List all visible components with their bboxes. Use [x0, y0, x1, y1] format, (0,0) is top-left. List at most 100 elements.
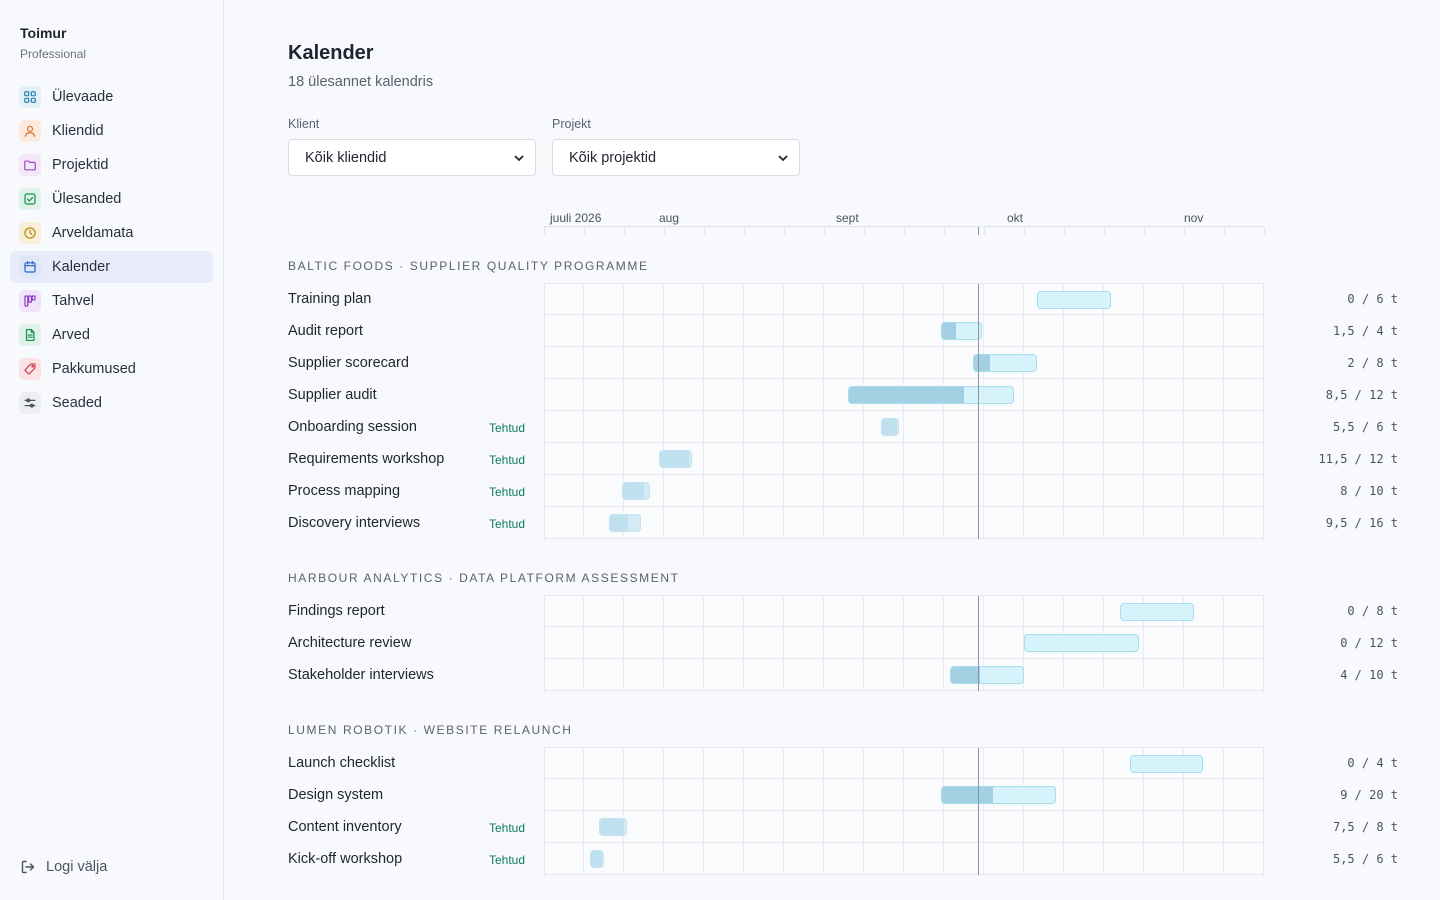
client-select-value: Kõik kliendid [305, 149, 387, 166]
task-hours: 0 / 8 t [1347, 604, 1398, 618]
task-hours: 7,5 / 8 t [1332, 820, 1398, 834]
task-bar[interactable] [880, 418, 900, 436]
task-name[interactable]: Design system [288, 787, 384, 803]
sidebar-item-pakkumused[interactable]: Pakkumused [10, 353, 213, 385]
timeline-tick [664, 227, 665, 235]
task-bar[interactable] [972, 354, 1038, 372]
sidebar-item-arveldamata[interactable]: Arveldamata [10, 217, 213, 249]
month-label: juuli 2026 [550, 211, 602, 225]
sidebar-item-kalender[interactable]: Kalender [10, 251, 213, 283]
today-line [978, 411, 979, 443]
task-row: Design system 9 / 20 t [288, 779, 1398, 811]
calendar-icon [19, 256, 41, 278]
task-progress-fill [600, 819, 625, 835]
sidebar: Toimur Professional Ülevaade Kliendid Proj… [0, 0, 224, 900]
done-badge: Tehtud [489, 517, 526, 531]
timeline-tick [784, 227, 785, 235]
task-name[interactable]: Audit report [288, 323, 363, 339]
task-track [544, 595, 1264, 628]
today-line [978, 843, 979, 875]
sidebar-item-label: Projektid [52, 157, 109, 173]
task-bar[interactable] [940, 786, 1056, 804]
task-name[interactable]: Content inventory [288, 819, 402, 835]
month-label: sept [836, 211, 859, 225]
task-name[interactable]: Discovery interviews [288, 515, 421, 531]
task-name[interactable]: Stakeholder interviews [288, 667, 434, 683]
clock-icon [19, 222, 41, 244]
task-hours: 5,5 / 6 t [1332, 420, 1398, 434]
sidebar-item-tahvel[interactable]: Tahvel [10, 285, 213, 317]
task-hours: 8 / 10 t [1340, 484, 1398, 498]
task-hours: 4 / 10 t [1340, 668, 1398, 682]
task-bar[interactable] [1120, 603, 1195, 621]
task-name[interactable]: Findings report [288, 603, 385, 619]
sidebar-item-projektid[interactable]: Projektid [10, 149, 213, 181]
task-bar[interactable] [1023, 634, 1139, 652]
task-track [544, 379, 1264, 411]
user-icon [19, 120, 41, 142]
task-name[interactable]: Supplier audit [288, 387, 377, 403]
task-hours: 9,5 / 16 t [1325, 516, 1398, 530]
project-section-title: BALTIC FOODS · SUPPLIER QUALITY PROGRAMM… [288, 259, 649, 273]
task-progress-fill [941, 787, 993, 803]
task-name[interactable]: Training plan [288, 291, 372, 307]
client-select[interactable]: Kõik kliendid [288, 139, 536, 176]
page-subtitle: 18 ülesannet kalendris [288, 74, 434, 90]
sidebar-item-ulesanded[interactable]: Ülesanded [10, 183, 213, 215]
timeline-header: juuli 2026 aug sept okt nov [544, 200, 1265, 236]
timeline-tick [1064, 227, 1065, 235]
today-line [978, 379, 979, 411]
task-name[interactable]: Kick-off workshop [288, 851, 403, 867]
month-label: okt [1007, 211, 1024, 225]
invoice-icon [19, 324, 41, 346]
task-bar[interactable] [590, 850, 604, 868]
task-name[interactable]: Process mapping [288, 483, 401, 499]
sidebar-item-label: Kalender [52, 259, 111, 275]
task-bar[interactable] [1129, 755, 1204, 773]
today-line [978, 443, 979, 475]
task-row: Requirements workshop Tehtud 11,5 / 12 t [288, 443, 1398, 475]
task-bar[interactable] [949, 666, 1024, 684]
timeline-tick [864, 227, 865, 235]
today-line [978, 315, 979, 347]
task-bar[interactable] [848, 386, 1015, 404]
folder-icon [19, 154, 41, 176]
sidebar-item-ulevaade[interactable]: Ülevaade [10, 81, 213, 113]
sidebar-item-kliendid[interactable]: Kliendid [10, 115, 213, 147]
task-bar[interactable] [599, 818, 627, 836]
today-line [978, 596, 979, 628]
task-name[interactable]: Supplier scorecard [288, 355, 409, 371]
today-line [978, 811, 979, 843]
task-bar[interactable] [1037, 291, 1112, 309]
sidebar-item-seaded[interactable]: Seaded [10, 387, 213, 419]
project-select[interactable]: Kõik projektid [552, 139, 800, 176]
month-label: nov [1184, 211, 1204, 225]
task-track [544, 507, 1264, 539]
task-name[interactable]: Onboarding session [288, 419, 417, 435]
task-row: Audit report 1,5 / 4 t [288, 315, 1398, 347]
task-row: Training plan 0 / 6 t [288, 283, 1398, 316]
sidebar-item-label: Kliendid [52, 123, 104, 139]
timeline-tick [744, 227, 745, 235]
task-name[interactable]: Launch checklist [288, 755, 396, 771]
task-progress-fill [623, 483, 644, 499]
logout-button[interactable]: Logi välja [20, 859, 107, 875]
task-bar[interactable] [940, 322, 983, 340]
task-progress-fill [609, 515, 628, 531]
task-hours: 0 / 6 t [1347, 292, 1398, 306]
sidebar-item-label: Tahvel [52, 293, 94, 309]
app-plan: Professional [20, 47, 87, 61]
task-progress-fill [941, 323, 957, 339]
task-name[interactable]: Requirements workshop [288, 451, 445, 467]
task-progress-fill [881, 419, 897, 435]
task-row: Stakeholder interviews 4 / 10 t [288, 659, 1398, 691]
timeline-tick [944, 227, 945, 235]
task-bar[interactable] [608, 514, 641, 532]
sidebar-item-label: Ülevaade [52, 89, 114, 105]
task-name[interactable]: Architecture review [288, 635, 412, 651]
sidebar-item-arved[interactable]: Arved [10, 319, 213, 351]
board-icon [19, 290, 41, 312]
task-bar[interactable] [622, 482, 651, 500]
task-bar[interactable] [659, 450, 692, 468]
sidebar-item-label: Arved [52, 327, 90, 343]
